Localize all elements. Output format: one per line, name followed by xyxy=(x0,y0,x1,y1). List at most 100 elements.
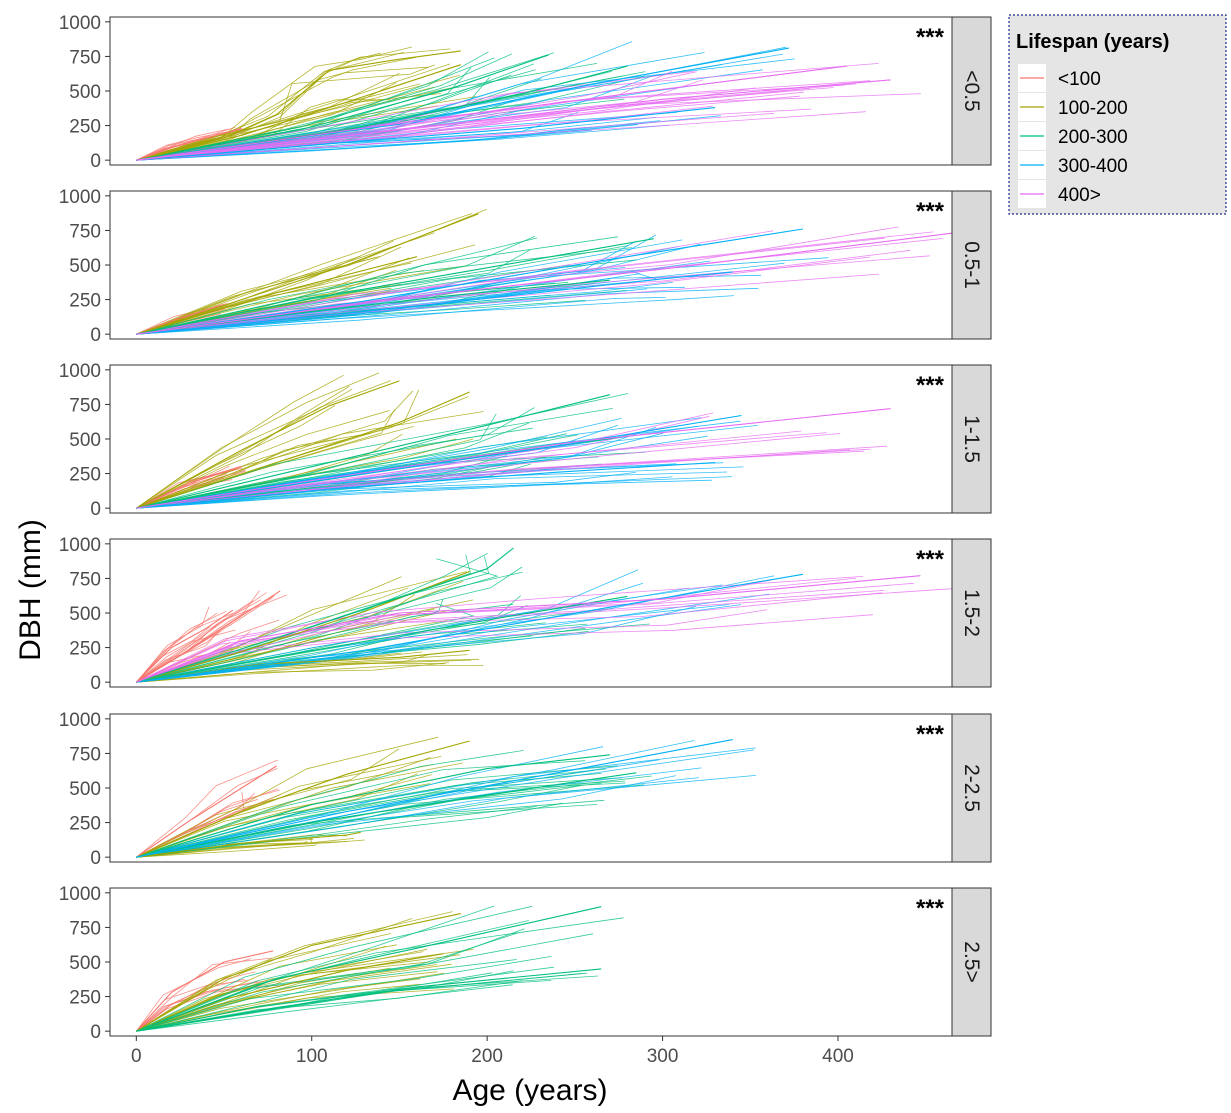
series-line xyxy=(136,232,952,335)
facet-strip xyxy=(951,887,992,1037)
density-line xyxy=(136,918,413,1032)
series-line xyxy=(136,595,628,683)
series-line xyxy=(136,754,610,858)
density-line xyxy=(136,265,468,335)
density-line xyxy=(136,736,439,858)
y-tick-label: 250 xyxy=(69,291,101,312)
density-line xyxy=(136,476,673,509)
y-tick-label: 250 xyxy=(69,814,101,835)
series-line xyxy=(136,739,733,858)
density-line xyxy=(136,956,552,1032)
density-line xyxy=(136,249,911,335)
density-line xyxy=(136,405,336,509)
y-tick-label: 1000 xyxy=(59,13,101,34)
y-tick-label: 250 xyxy=(69,988,101,1009)
density-line xyxy=(136,267,626,335)
series-line xyxy=(136,968,602,1032)
density-line xyxy=(135,606,210,683)
density-line xyxy=(136,255,361,335)
density-line xyxy=(136,590,885,683)
density-line xyxy=(136,571,523,683)
facet-strip-label: 2.5> xyxy=(960,941,983,982)
facet-strip xyxy=(951,364,992,514)
facet-strip-label: 1.5-2 xyxy=(960,589,983,637)
density-line xyxy=(136,746,604,858)
density-line xyxy=(136,905,533,1032)
density-line xyxy=(136,750,524,858)
legend-title: Lifespan (years) xyxy=(1016,31,1169,53)
y-tick-label: 500 xyxy=(69,779,101,800)
series-line xyxy=(136,394,611,509)
y-axis-title: DBH (mm) xyxy=(14,519,47,661)
series-lines xyxy=(135,736,757,858)
density-line xyxy=(136,599,261,683)
density-line xyxy=(136,112,774,161)
series-line xyxy=(136,391,470,509)
density-line xyxy=(136,843,317,858)
significance-annotation: *** xyxy=(916,895,945,922)
density-line xyxy=(136,388,353,509)
legend-entry: 300-400 xyxy=(1018,151,1128,179)
density-line xyxy=(136,411,484,509)
density-line xyxy=(136,66,429,161)
density-line xyxy=(136,569,639,683)
series-line xyxy=(136,466,242,509)
series-line xyxy=(136,740,470,858)
density-line xyxy=(136,297,666,335)
series-line xyxy=(136,380,400,509)
density-line xyxy=(136,966,554,1032)
y-tick-label: 750 xyxy=(69,395,101,416)
facet-panel: 0 250 500 750 1000 *** 2.5> xyxy=(59,884,992,1043)
density-line xyxy=(136,129,237,161)
series-line xyxy=(136,913,461,1032)
y-tick-label: 0 xyxy=(90,848,101,869)
density-line xyxy=(136,407,535,509)
density-line xyxy=(136,944,397,1032)
legend-label: 300-400 xyxy=(1058,156,1128,177)
series-line xyxy=(136,906,602,1032)
facet-panel: 0 250 500 750 1000 *** 0.5-1 xyxy=(59,187,992,346)
legend-label: 200-300 xyxy=(1058,127,1128,148)
y-tick-label: 1000 xyxy=(59,884,101,905)
y-tick-label: 750 xyxy=(69,47,101,68)
density-line xyxy=(136,418,622,509)
facet-strip-label: <0.5 xyxy=(960,70,983,111)
density-line xyxy=(136,780,626,858)
legend-entry: 400> xyxy=(1018,180,1101,208)
y-tick-label: 0 xyxy=(90,673,101,694)
legend-entries: <100 100-200 200-300 300-400 400> xyxy=(1018,64,1128,208)
facet-strip-label: 0.5-1 xyxy=(960,241,983,289)
significance-annotation: *** xyxy=(916,546,945,573)
density-line xyxy=(136,64,435,161)
density-line xyxy=(136,257,376,335)
density-line xyxy=(136,390,414,509)
panels-layer: 0 250 500 750 1000 *** <0.5 0 250 500 750 1000 *** 0.… xyxy=(59,13,992,1043)
facet-strip-label: 1-1.5 xyxy=(960,415,983,463)
series-line xyxy=(136,54,549,161)
density-line xyxy=(136,577,857,683)
y-tick-label: 0 xyxy=(90,325,101,346)
y-tick-label: 500 xyxy=(69,430,101,451)
y-tick-label: 500 xyxy=(69,82,101,103)
density-line xyxy=(136,609,768,683)
density-line xyxy=(136,372,380,509)
legend-label: 100-200 xyxy=(1058,98,1128,119)
density-line xyxy=(136,614,873,683)
density-line xyxy=(136,782,602,858)
density-line xyxy=(136,951,424,1032)
series-lines xyxy=(135,905,624,1032)
series-line xyxy=(136,107,716,161)
density-line xyxy=(136,63,879,161)
density-line xyxy=(136,576,864,683)
density-line xyxy=(136,270,658,335)
y-tick-label: 500 xyxy=(69,953,101,974)
density-line xyxy=(136,249,531,335)
density-line xyxy=(136,87,756,161)
x-tick-label: 0 xyxy=(131,1046,142,1067)
density-line xyxy=(136,775,757,858)
y-tick-label: 750 xyxy=(69,918,101,939)
density-line xyxy=(136,427,533,509)
density-line xyxy=(136,662,449,683)
y-tick-label: 0 xyxy=(90,499,101,520)
density-line xyxy=(136,603,514,683)
